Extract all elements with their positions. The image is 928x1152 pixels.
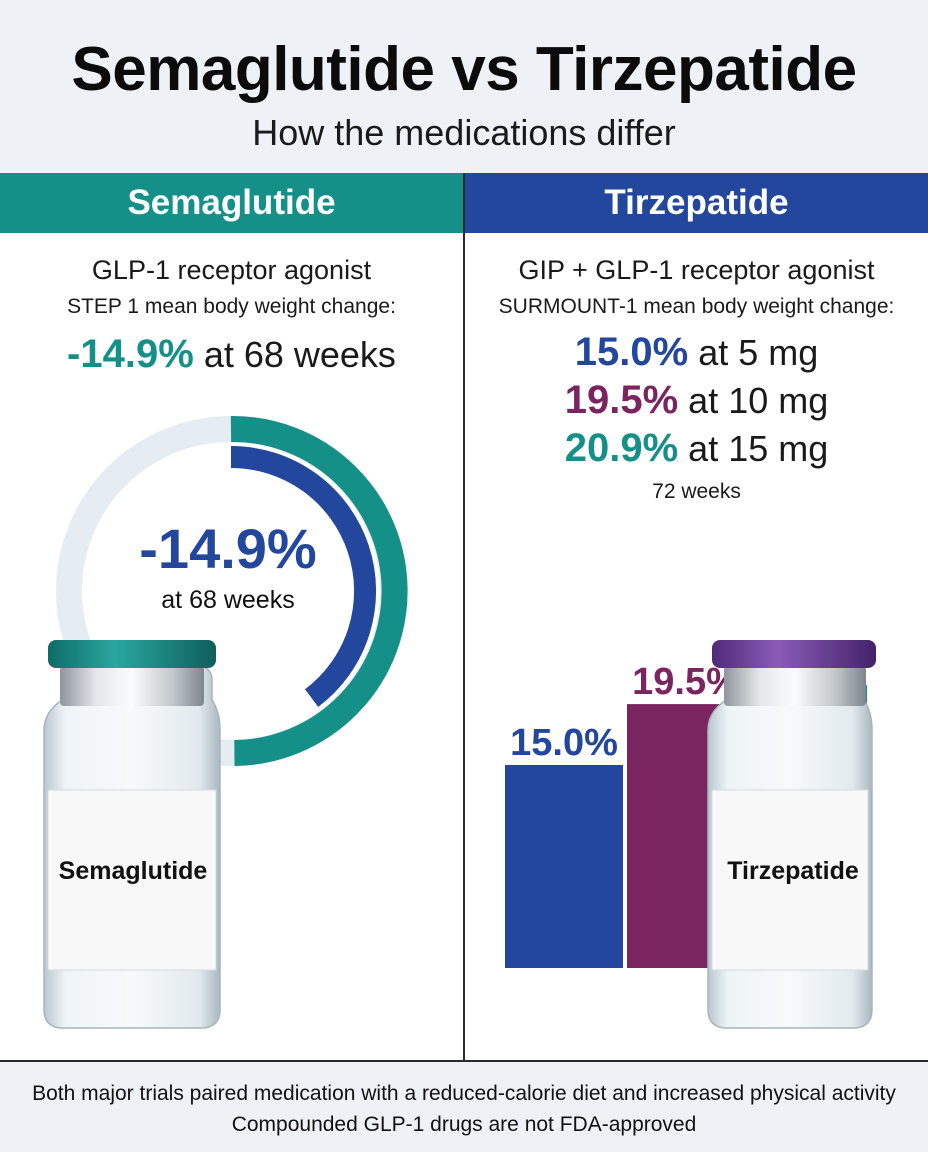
donut-arc-inner [230, 446, 377, 707]
tirzepatide-drug-class: GIP + GLP-1 receptor agonist [518, 255, 875, 285]
tirzepatide-result-suffix: at 5 mg [698, 332, 819, 373]
tirzepatide-result-15mg: 20.9% at 15 mg [465, 426, 928, 471]
semaglutide-result-line: -14.9% at 68 weeks [0, 332, 463, 377]
tirzepatide-trial-label: SURMOUNT-1 mean body weight change: [498, 295, 895, 318]
donut-center-caption: at 68 weeks [161, 586, 294, 614]
semaglutide-trial-label: STEP 1 mean body weight change: [67, 295, 396, 318]
tirzepatide-result-value: 19.5% [564, 378, 679, 422]
page-subtitle: How the medications differ [252, 112, 676, 153]
page-title: Semaglutide vs Tirzepatide [71, 35, 857, 104]
tirzepatide-duration: 72 weeks [652, 480, 741, 503]
donut-arc-outer [230, 415, 408, 766]
semaglutide-column-header: Semaglutide [0, 173, 463, 233]
header: Semaglutide vs Tirzepatide How the medic… [0, 0, 928, 173]
tirzepatide-vial-label: Tirzepatide [727, 857, 859, 885]
column-divider [463, 173, 465, 1060]
tirzepatide-result-suffix: at 10 mg [688, 380, 829, 421]
bar-data-label-1: 15.0% [510, 722, 618, 764]
tirzepatide-vial: Tirzepatide [707, 640, 876, 1029]
tirzepatide-result-10mg: 19.5% at 10 mg [465, 378, 928, 423]
bar-data-label-2: 19.5% [632, 661, 740, 703]
tirzepatide-result-5mg: 15.0% at 5 mg [465, 330, 928, 375]
semaglutide-result-value: -14.9% [67, 332, 194, 376]
tirzepatide-result-value: 15.0% [574, 330, 689, 374]
donut-chart: -14.9% at 68 weeks [56, 415, 408, 766]
semaglutide-vial-label: Semaglutide [59, 857, 208, 885]
donut-center-value: -14.9% [139, 517, 316, 580]
semaglutide-vial: Semaglutide [43, 640, 221, 1029]
tirzepatide-column-header: Tirzepatide [465, 173, 928, 233]
semaglutide-drug-class: GLP-1 receptor agonist [91, 255, 372, 285]
tirzepatide-result-suffix: at 15 mg [688, 428, 829, 469]
tirzepatide-result-value: 20.9% [564, 426, 679, 470]
footer: Both major trials paired medication with… [0, 1060, 928, 1152]
footer-note-fda: Compounded GLP-1 drugs are not FDA-appro… [231, 1113, 697, 1136]
bar-1 [505, 765, 623, 968]
semaglutide-result-suffix: at 68 weeks [203, 334, 396, 375]
footer-note-diet: Both major trials paired medication with… [32, 1082, 896, 1105]
